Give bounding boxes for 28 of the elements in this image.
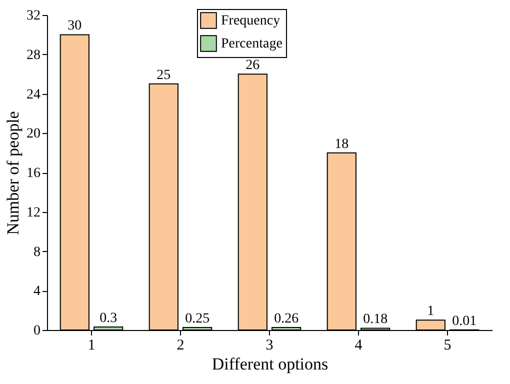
- y-tick-label: 0: [34, 324, 40, 338]
- y-tick-label: 20: [26, 126, 40, 142]
- y-tick-label: 24: [26, 87, 40, 102]
- data-label: 26: [246, 58, 260, 74]
- data-label: 0.25: [185, 312, 210, 327]
- x-tick-label: 2: [176, 338, 184, 354]
- y-tick-label: 12: [26, 205, 40, 220]
- y-tick-label: 4: [34, 284, 40, 300]
- x-tick-label: 1: [88, 338, 96, 354]
- data-label: 0.26: [274, 311, 299, 326]
- data-label: 0.3: [100, 311, 118, 326]
- data-label: 30: [68, 18, 82, 34]
- y-tick-label: 32: [26, 8, 40, 24]
- x-tick-label: 5: [444, 338, 452, 354]
- x-tick-label: 4: [354, 338, 363, 354]
- data-label: 0.18: [363, 312, 388, 328]
- legend-label: Frequency: [221, 14, 280, 28]
- y-tick-label: 28: [26, 48, 40, 63]
- data-label: 18: [334, 136, 349, 152]
- x-tick-label: 3: [266, 338, 274, 354]
- legend-label: Percentage: [221, 36, 282, 52]
- y-axis-title: Number of people: [4, 111, 22, 235]
- y-tick-label: 16: [26, 166, 40, 181]
- data-label: 1: [427, 304, 434, 320]
- x-axis-title: Different options: [212, 354, 328, 374]
- data-label: 0.01: [452, 314, 477, 329]
- data-label: 25: [156, 68, 171, 83]
- y-tick-label: 8: [34, 244, 40, 260]
